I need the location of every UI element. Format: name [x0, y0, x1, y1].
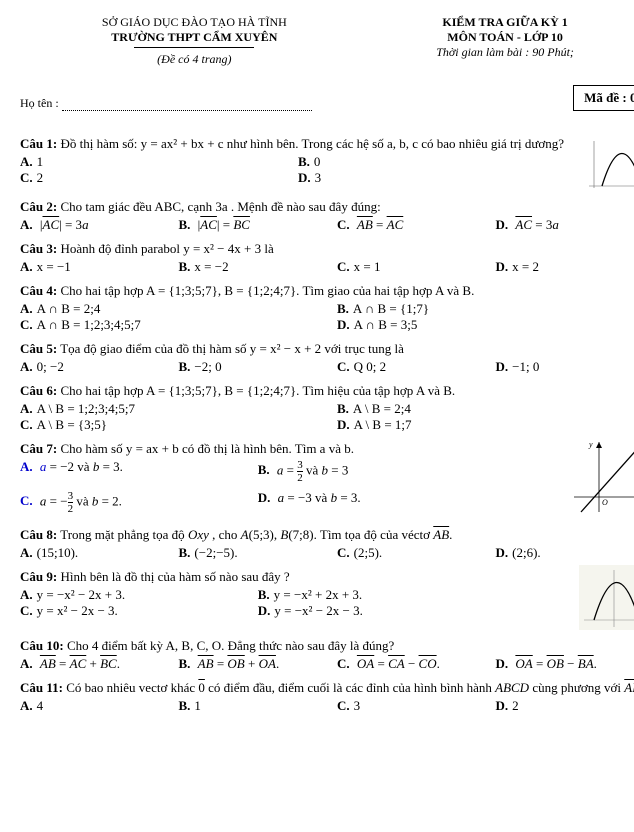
- question-1: Câu 1: Đồ thị hàm số: y = ax² + bx + c n…: [20, 136, 634, 152]
- q6-C: A \ B = {3;5}: [37, 417, 107, 432]
- q9-C: y = x² − 2x − 3.: [37, 603, 118, 618]
- q8-C: (2;5).: [354, 545, 383, 560]
- question-10: Câu 10: Cho 4 điểm bất kỳ A, B, C, O. Đẳ…: [20, 638, 634, 654]
- q5-text: Tọa độ giao điểm của đồ thị hàm số y = x…: [60, 341, 404, 356]
- q11-C: 3: [354, 698, 361, 713]
- question-8: Câu 8: Trong mặt phẳng tọa độ Oxy , cho …: [20, 527, 634, 543]
- exam-subject: MÔN TOÁN - LỚP 10: [372, 30, 634, 45]
- document-header: SỞ GIÁO DỤC ĐÀO TẠO HÀ TĨNH TRƯỜNG THPT …: [20, 15, 634, 111]
- q9-text: Hình bên là đồ thị của hàm số nào sau đâ…: [60, 569, 289, 584]
- q3-C: x = 1: [354, 259, 381, 274]
- q9-graph: [579, 565, 634, 630]
- question-9: Câu 9: Hình bên là đồ thị của hàm số nào…: [20, 569, 634, 585]
- q6-D: A \ B = 1;7: [354, 417, 412, 432]
- q7-text: Cho hàm số y = ax + b có đồ thị là hình …: [60, 441, 354, 456]
- exam-duration: Thời gian làm bài : 90 Phút;: [372, 45, 634, 60]
- question-11: Câu 11: Có bao nhiêu vectơ khác 0 có điể…: [20, 680, 634, 696]
- header-divider: [134, 47, 254, 48]
- school-name: TRƯỜNG THPT CẨM XUYÊN: [20, 30, 369, 45]
- q6-text: Cho hai tập hợp A = {1;3;5;7}, B = {1;2;…: [60, 383, 455, 398]
- header-right: KIỂM TRA GIỮA KỲ 1 MÔN TOÁN - LỚP 10 Thờ…: [372, 15, 634, 60]
- q5-B: −2; 0: [194, 359, 221, 374]
- q1-C: 2: [37, 170, 44, 185]
- q4-D: A ∩ B = 3;5: [354, 317, 418, 332]
- q9-B: y = −x² + 2x + 3.: [274, 587, 362, 602]
- q8-D: (2;6).: [512, 545, 541, 560]
- q11-B: 1: [194, 698, 201, 713]
- q5-A: 0; −2: [37, 359, 64, 374]
- question-7: Câu 7: Cho hàm số y = ax + b có đồ thị l…: [20, 441, 634, 457]
- q1-text: Đồ thị hàm số: y = ax² + bx + c như hình…: [60, 136, 564, 151]
- q4-text: Cho hai tập hợp A = {1;3;5;7}, B = {1;2;…: [60, 283, 474, 298]
- q3-text: Hoành độ đỉnh parabol y = x² − 4x + 3 là: [60, 241, 273, 256]
- pages-note: (Đề có 4 trang): [20, 52, 369, 67]
- q2-options: A. |AC| = 3a B. |AC| = BC C. AB = AC D. …: [20, 217, 634, 233]
- question-4: Câu 4: Cho hai tập hợp A = {1;3;5;7}, B …: [20, 283, 634, 299]
- q5-C: Q 0; 2: [354, 359, 387, 374]
- q1-A: 1: [37, 154, 44, 169]
- q8-B: (−2;−5).: [194, 545, 237, 560]
- q3-options: A.x = −1 B.x = −2 C.x = 1 D.x = 2: [20, 259, 634, 275]
- q11-A: 4: [37, 698, 44, 713]
- exam-title: KIỂM TRA GIỮA KỲ 1: [372, 15, 634, 30]
- q4-B: A ∩ B = {1;7}: [353, 301, 429, 316]
- q3-B: x = −2: [194, 259, 228, 274]
- q9-options: A.y = −x² − 2x + 3. B.y = −x² + 2x + 3. …: [20, 587, 496, 619]
- q1-graph: [584, 136, 634, 191]
- q3-A: x = −1: [37, 259, 71, 274]
- q6-options: A.A \ B = 1;2;3;4;5;7 B.A \ B = 2;4 C.A …: [20, 401, 634, 433]
- q4-A: A ∩ B = 2;4: [37, 301, 101, 316]
- name-field: Họ tên :: [20, 95, 312, 111]
- q11-D: 2: [512, 698, 519, 713]
- q4-C: A ∩ B = 1;2;3;4;5;7: [37, 317, 141, 332]
- q8-A: (15;10).: [37, 545, 79, 560]
- question-2: Câu 2: Cho tam giác đều ABC, cạnh 3a . M…: [20, 199, 634, 215]
- q2-text: Cho tam giác đều ABC, cạnh 3a . Mệnh đề …: [60, 199, 380, 214]
- q10-text: Cho 4 điểm bất kỳ A, B, C, O. Đẳng thức …: [67, 638, 394, 653]
- q1-B: 0: [314, 154, 321, 169]
- q9-A: y = −x² − 2x + 3.: [37, 587, 125, 602]
- q11-options: A.4 B.1 C.3 D.2: [20, 698, 634, 714]
- q10-options: A. AB = AC + BC. B. AB = OB + OA. C. OA …: [20, 656, 634, 672]
- name-label: Họ tên :: [20, 96, 59, 110]
- q7-graph: O x y: [569, 437, 634, 517]
- q5-D: −1; 0: [512, 359, 539, 374]
- q1-options: A.1 B.0 C.2 D.3: [20, 154, 576, 186]
- q8-options: A.(15;10). B.(−2;−5). C.(2;5). D.(2;6).: [20, 545, 634, 561]
- svg-text:y: y: [588, 440, 593, 449]
- q1-D: 3: [315, 170, 322, 185]
- q7-options: A. a = −2 và b = 3. B. a = 32 và b = 3 C…: [20, 459, 496, 515]
- name-dots: [62, 100, 312, 111]
- q9-D: y = −x² − 2x − 3.: [274, 603, 362, 618]
- questions: Câu 1: Đồ thị hàm số: y = ax² + bx + c n…: [20, 136, 634, 714]
- q6-A: A \ B = 1;2;3;4;5;7: [37, 401, 135, 416]
- exam-code: Mã đề : 02: [573, 85, 634, 111]
- question-3: Câu 3: Hoành độ đỉnh parabol y = x² − 4x…: [20, 241, 634, 257]
- q3-D: x = 2: [512, 259, 539, 274]
- org-name: SỞ GIÁO DỤC ĐÀO TẠO HÀ TĨNH: [20, 15, 369, 30]
- question-5: Câu 5: Tọa độ giao điểm của đồ thị hàm s…: [20, 341, 634, 357]
- name-row: Họ tên : Mã đề : 02: [20, 85, 634, 111]
- q4-options: A.A ∩ B = 2;4 B.A ∩ B = {1;7} C.A ∩ B = …: [20, 301, 634, 333]
- q6-B: A \ B = 2;4: [353, 401, 411, 416]
- svg-text:O: O: [602, 498, 608, 507]
- question-6: Câu 6: Cho hai tập hợp A = {1;3;5;7}, B …: [20, 383, 634, 399]
- q5-options: A.0; −2 B.−2; 0 C.Q 0; 2 D.−1; 0: [20, 359, 634, 375]
- header-left: SỞ GIÁO DỤC ĐÀO TẠO HÀ TĨNH TRƯỜNG THPT …: [20, 15, 369, 67]
